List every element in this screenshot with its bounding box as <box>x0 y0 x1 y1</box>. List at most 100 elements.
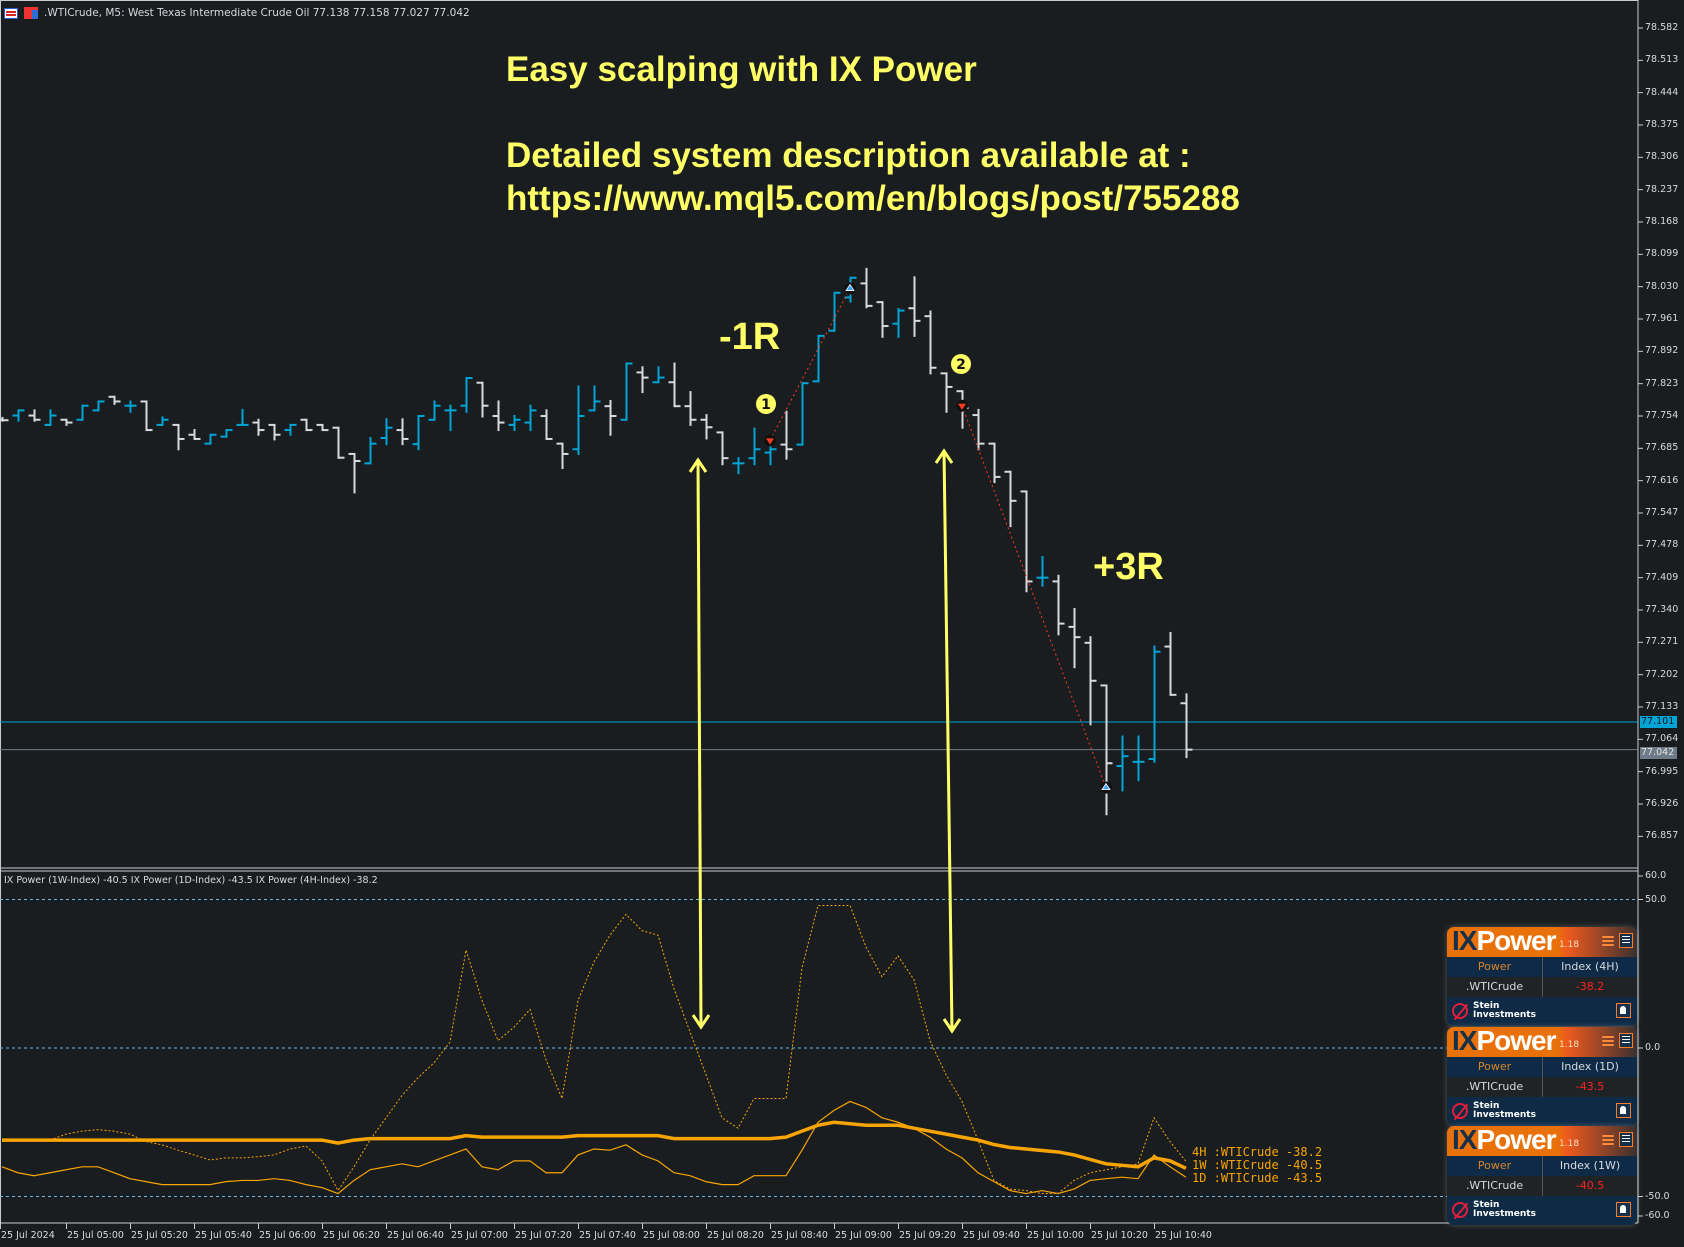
ix-power-widget: IXPower 1.18 Power Index (1W) .WTICrude -4… <box>1447 1126 1637 1225</box>
price-bar <box>892 308 905 338</box>
price-bar <box>124 400 137 413</box>
ix-power-logo: IXPower <box>1452 927 1557 956</box>
price-bars <box>0 267 1193 816</box>
price-bar <box>524 404 537 432</box>
chart-type-icon[interactable] <box>24 7 38 19</box>
trade-number: 1 <box>761 397 771 413</box>
price-bar <box>316 423 329 432</box>
widget-version: 1.18 <box>1559 1139 1580 1149</box>
price-bar <box>556 442 569 470</box>
stein-investments-logo-icon <box>1452 1103 1468 1119</box>
price-tick-label: 78.030 <box>1645 280 1679 292</box>
price-tick-label: 76.926 <box>1645 798 1679 809</box>
price-bar <box>796 382 809 446</box>
menu-icon[interactable] <box>1619 1033 1633 1048</box>
price-bar <box>1132 735 1145 782</box>
price-bar <box>1116 735 1129 792</box>
price-bar <box>444 404 457 432</box>
price-tick-label: 78.099 <box>1645 248 1679 260</box>
price-bar <box>636 366 649 394</box>
price-tick-label: 77.823 <box>1645 377 1679 389</box>
column-power: Power <box>1447 957 1543 977</box>
indicator-tick-label: 50.0 <box>1645 893 1667 905</box>
price-bar <box>476 381 489 418</box>
price-bar <box>1164 631 1177 696</box>
legend-4h: 4H :WTICrude -38.2 <box>1192 1145 1323 1159</box>
symbol-cell[interactable]: .WTICrude <box>1447 1176 1543 1196</box>
price-bar <box>348 452 361 494</box>
trade-number-badge <box>951 354 971 374</box>
bell-icon[interactable] <box>1616 1003 1631 1018</box>
price-bar <box>220 429 233 438</box>
menu-icon[interactable] <box>1619 1132 1633 1147</box>
price-bar <box>44 409 57 426</box>
indicator-tick-label: -50.0 <box>1645 1190 1670 1202</box>
price-bar <box>300 418 313 432</box>
annotation-arrows <box>688 448 962 1034</box>
indicator-lines <box>1 904 1187 1195</box>
menu-icon[interactable] <box>1619 933 1633 948</box>
price-bar <box>1052 574 1065 636</box>
indicator-title: IX Power (1W-Index) -40.5 IX Power (1D-I… <box>4 875 378 886</box>
price-bar <box>540 409 553 440</box>
widget-version: 1.18 <box>1559 940 1580 950</box>
price-tick-label: 77.409 <box>1645 571 1679 583</box>
time-tick-label: 25 Jul 10:40 <box>1155 1230 1212 1241</box>
bell-icon[interactable] <box>1616 1103 1631 1118</box>
price-tick-label: 77.202 <box>1645 668 1679 680</box>
widget-header[interactable]: IXPower 1.18 <box>1447 1126 1637 1156</box>
axis-ticks <box>0 27 1643 1229</box>
price-tick-label: 78.582 <box>1645 22 1679 33</box>
price-bar <box>988 442 1001 484</box>
price-bar <box>284 423 297 436</box>
exit-arrow-icon <box>1101 782 1111 791</box>
price-bar <box>924 310 937 375</box>
price-tick-label: 76.857 <box>1645 830 1679 842</box>
price-bar <box>716 431 729 466</box>
company-name: Stein Investments <box>1473 1200 1536 1219</box>
bell-icon[interactable] <box>1616 1202 1631 1217</box>
price-bar <box>1068 608 1081 669</box>
price-bar <box>252 418 265 436</box>
bid-price-label: 77.042 <box>1640 747 1677 759</box>
sell-arrow-icon <box>958 403 966 410</box>
price-bar <box>1180 693 1193 759</box>
one-click-trading-icon[interactable] <box>4 7 18 19</box>
price-bar <box>492 400 505 432</box>
price-bar <box>684 391 697 426</box>
price-tick-label: 76.995 <box>1645 765 1679 777</box>
collapse-icon[interactable] <box>1602 1133 1614 1147</box>
index-value: -40.5 <box>1575 1179 1605 1192</box>
indicator-tick-label: -60.0 <box>1645 1210 1670 1221</box>
time-tick-label: 25 Jul 2024 <box>1 1230 55 1241</box>
price-bar <box>668 362 681 408</box>
collapse-icon[interactable] <box>1602 1034 1614 1048</box>
price-bar <box>572 385 585 455</box>
price-bar <box>1084 636 1097 726</box>
price-tick-label: 77.547 <box>1645 507 1679 518</box>
price-bar <box>28 409 41 422</box>
price-tick-label: 77.685 <box>1645 442 1679 454</box>
time-tick-label: 25 Jul 07:40 <box>579 1230 636 1241</box>
double-arrow-icon <box>688 457 711 1030</box>
time-tick-label: 25 Jul 10:20 <box>1091 1230 1148 1241</box>
time-tick-label: 25 Jul 09:20 <box>899 1230 956 1241</box>
price-bar <box>828 291 841 332</box>
widget-header[interactable]: IXPower 1.18 <box>1447 1027 1637 1057</box>
price-tick-label: 77.133 <box>1645 701 1679 712</box>
indicator-series-thin <box>1 1100 1187 1195</box>
price-tick-label: 77.478 <box>1645 539 1679 551</box>
collapse-icon[interactable] <box>1602 934 1614 948</box>
symbol-cell[interactable]: .WTICrude <box>1447 977 1543 997</box>
time-tick-label: 25 Jul 07:00 <box>451 1230 508 1241</box>
index-value: -38.2 <box>1575 980 1605 993</box>
indicator-series-dashed <box>1 904 1187 1195</box>
widget-header[interactable]: IXPower 1.18 <box>1447 927 1637 957</box>
price-bar <box>1020 490 1033 593</box>
price-bar <box>620 362 633 421</box>
symbol-cell[interactable]: .WTICrude <box>1447 1077 1543 1097</box>
price-tick-label: 78.168 <box>1645 216 1679 227</box>
ix-power-widget: IXPower 1.18 Power Index (1D) .WTICrude -4… <box>1447 1027 1637 1126</box>
price-bar <box>460 377 473 413</box>
